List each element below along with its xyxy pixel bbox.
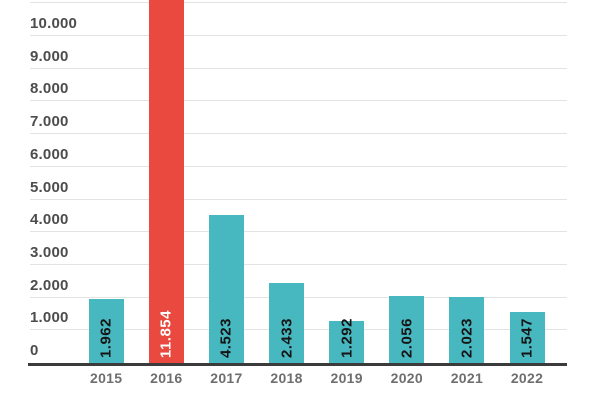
bar-value-label: 11.854 <box>157 309 175 358</box>
y-axis-tick-label: 0 <box>30 342 39 359</box>
y-axis-tick-label: 7.000 <box>30 113 69 131</box>
x-axis-label-2021: 2021 <box>450 370 484 386</box>
gridline <box>30 165 567 167</box>
bar-2017: 4.523 <box>208 215 244 363</box>
y-axis-tick-label: 1.000 <box>30 309 69 327</box>
x-axis-label-2022: 2022 <box>510 370 544 386</box>
x-axis-label-2016: 2016 <box>150 370 183 386</box>
y-axis-tick-label: 4.000 <box>30 211 69 229</box>
bar-value-label: 1.962 <box>97 317 115 358</box>
bar-value-label: 4.523 <box>217 317 235 358</box>
x-axis-label-2015: 2015 <box>90 370 123 386</box>
x-axis-label-2020: 2020 <box>390 370 423 386</box>
gridline <box>30 67 567 69</box>
bar-2016: 11.854 <box>148 0 184 363</box>
bar-2019: 1.292 <box>329 317 365 363</box>
y-axis-tick-label: 6.000 <box>30 145 69 163</box>
bar-value-label: 2.023 <box>458 317 476 358</box>
bar-2018: 2.433 <box>269 283 305 363</box>
gridline <box>30 263 567 265</box>
bar-value-label: 2.433 <box>278 317 296 358</box>
y-axis-tick-label: 2.000 <box>30 276 69 294</box>
bar-value-label: 1.547 <box>518 317 536 358</box>
x-axis-label-2019: 2019 <box>330 370 363 386</box>
bar-2015: 1.962 <box>88 298 124 363</box>
bar-value-label: 2.056 <box>398 317 416 358</box>
plot-area: 0 1.000 2.000 3.000 4.000 5.000 6.000 7.000 8.00… <box>30 0 567 363</box>
bar-2020: 2.056 <box>389 295 425 363</box>
y-axis-tick-label: 10.000 <box>30 15 78 32</box>
y-axis-tick-label: 3.000 <box>30 243 69 261</box>
gridline <box>30 100 567 102</box>
gridline <box>30 231 567 233</box>
x-axis-label-2017: 2017 <box>210 370 243 386</box>
y-axis-tick-label: 5.000 <box>30 178 69 196</box>
gridline <box>30 35 567 36</box>
bar-value-label: 1.292 <box>338 317 356 358</box>
bar-2021: 2.023 <box>449 296 485 363</box>
bar-2022: 1.547 <box>509 312 545 363</box>
gridline <box>30 2 567 4</box>
x-axis-label-2018: 2018 <box>270 370 303 386</box>
y-axis-tick-label: 9.000 <box>30 47 69 65</box>
gridline <box>30 198 567 200</box>
y-axis-tick-label: 8.000 <box>30 80 69 98</box>
x-axis-line <box>28 363 567 366</box>
gridline <box>30 133 567 135</box>
